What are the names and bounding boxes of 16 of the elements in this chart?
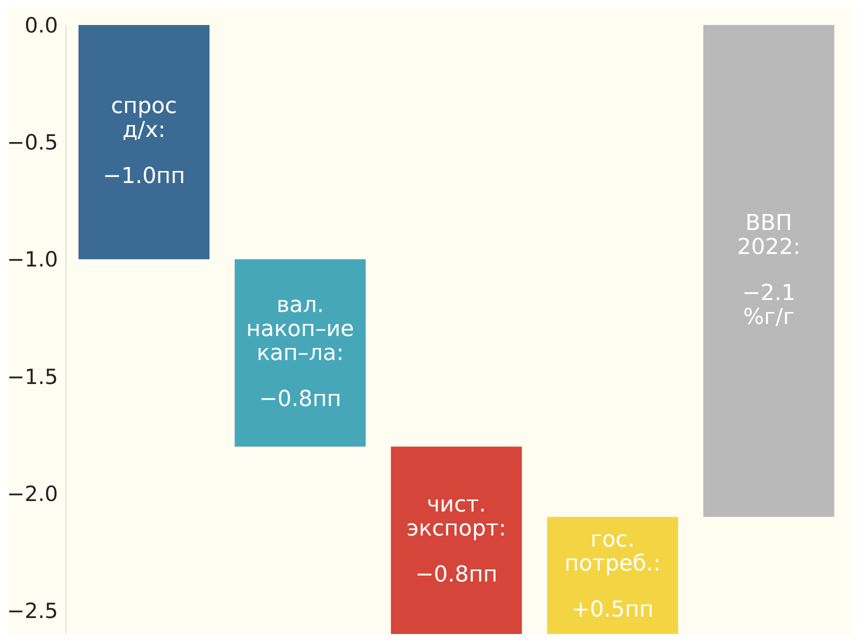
data-label: вал. накоп–ие кап–ла: −0.8пп — [246, 292, 354, 412]
data-label: ВВП 2022: −2.1 %г/г — [737, 210, 800, 330]
y-tick-label: 0.0 — [24, 13, 58, 38]
bar — [547, 516, 678, 634]
bar — [234, 259, 366, 447]
data-label: чист. экспорт: −0.8пп — [406, 492, 506, 588]
y-tick-label: −1.0 — [7, 248, 58, 272]
y-tick-label: −2.5 — [7, 599, 58, 624]
y-tick-label: −2.0 — [7, 482, 58, 506]
data-label: спрос д/х: −1.0пп — [102, 94, 186, 190]
bar — [78, 25, 210, 260]
y-tick-label: −0.5 — [7, 130, 58, 155]
y-tick-label: −1.5 — [7, 364, 58, 389]
bar — [703, 25, 834, 517]
bar — [390, 446, 522, 634]
data-label: гос. потреб.: +0.5пп — [564, 527, 661, 622]
